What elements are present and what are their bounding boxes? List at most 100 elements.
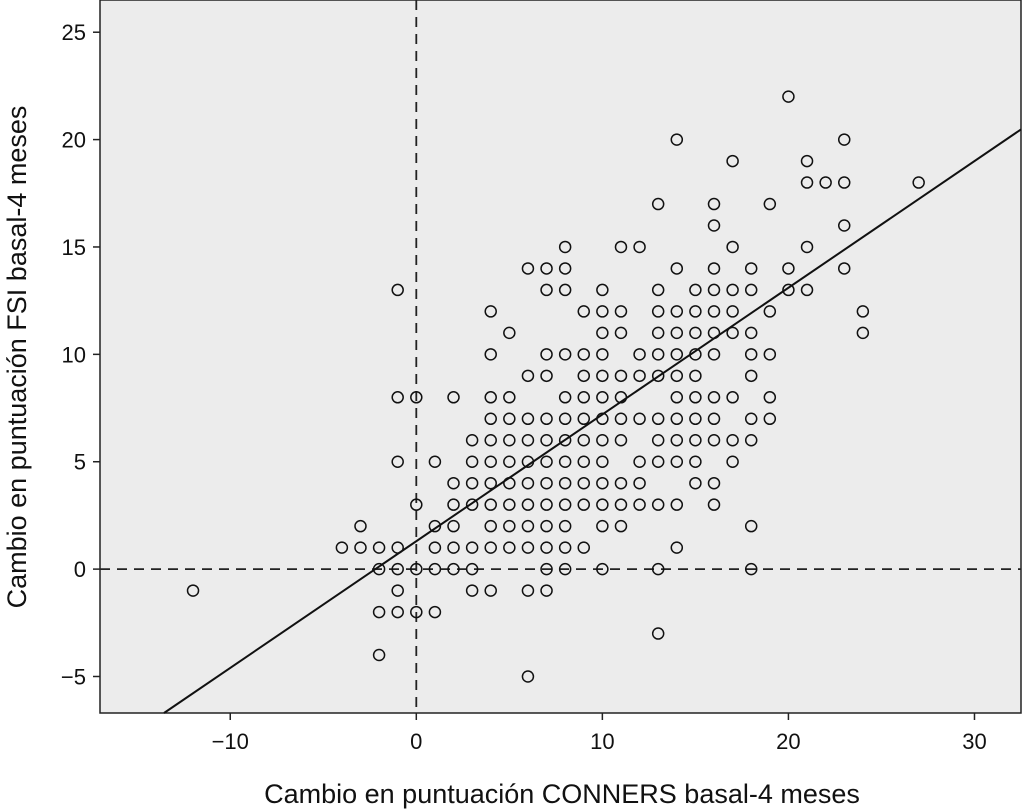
data-point xyxy=(465,498,479,511)
data-point xyxy=(372,605,386,619)
data-point xyxy=(521,670,535,683)
data-point xyxy=(540,283,553,297)
data-point xyxy=(465,584,479,597)
data-point xyxy=(186,584,200,597)
data-point xyxy=(540,498,553,511)
data-point xyxy=(391,541,404,554)
data-point xyxy=(447,476,460,490)
data-point xyxy=(503,476,516,490)
data-point xyxy=(577,391,591,404)
data-point xyxy=(391,391,404,404)
x-tick-label: 10 xyxy=(590,729,614,754)
data-point xyxy=(782,262,795,275)
data-point xyxy=(410,391,423,404)
data-point xyxy=(372,562,386,576)
data-point xyxy=(670,412,684,426)
data-point xyxy=(707,476,721,490)
data-point xyxy=(596,369,609,383)
data-point xyxy=(744,283,758,297)
data-point xyxy=(540,562,553,576)
data-points xyxy=(186,90,925,683)
data-point xyxy=(465,476,479,490)
data-point xyxy=(670,348,684,361)
data-point xyxy=(596,434,609,447)
data-point xyxy=(744,369,758,383)
data-point xyxy=(633,498,646,511)
data-point xyxy=(596,519,609,533)
data-point xyxy=(744,434,758,447)
data-point xyxy=(354,541,367,554)
data-point xyxy=(670,391,684,404)
data-point xyxy=(391,584,404,597)
data-point xyxy=(558,391,572,404)
data-point xyxy=(689,412,702,426)
data-point xyxy=(670,133,684,146)
data-point xyxy=(651,562,665,576)
data-point xyxy=(800,283,814,297)
data-point xyxy=(856,305,870,318)
x-axis: −10 0 10 20 30 xyxy=(212,713,987,754)
data-point xyxy=(763,348,777,361)
data-point xyxy=(651,348,665,361)
data-point xyxy=(465,434,479,447)
data-point xyxy=(670,262,684,275)
data-point xyxy=(651,455,665,468)
data-point xyxy=(484,455,497,468)
data-point xyxy=(670,498,684,511)
data-point xyxy=(707,262,721,275)
data-point xyxy=(856,326,870,340)
data-point xyxy=(614,326,628,340)
x-tick-label: −10 xyxy=(212,729,249,754)
y-tick-label: 10 xyxy=(62,342,86,367)
data-point xyxy=(410,605,423,619)
data-point xyxy=(837,262,851,275)
data-point xyxy=(484,412,497,426)
data-point xyxy=(484,391,497,404)
data-point xyxy=(558,455,572,468)
data-point xyxy=(335,541,349,554)
data-point xyxy=(521,476,535,490)
data-point xyxy=(596,455,609,468)
data-point xyxy=(521,519,535,533)
data-point xyxy=(726,455,739,468)
data-point xyxy=(465,455,479,468)
data-point xyxy=(614,305,628,318)
data-point xyxy=(633,476,646,490)
data-point xyxy=(707,219,721,232)
data-point xyxy=(744,326,758,340)
data-point xyxy=(521,369,535,383)
reference-lines xyxy=(100,0,1021,713)
data-point xyxy=(558,434,572,447)
data-point xyxy=(651,627,665,640)
data-point xyxy=(596,391,609,404)
data-point xyxy=(596,348,609,361)
data-point xyxy=(707,305,721,318)
data-point xyxy=(651,305,665,318)
data-point xyxy=(726,326,739,340)
data-point xyxy=(503,326,516,340)
data-point xyxy=(540,455,553,468)
data-point xyxy=(614,391,628,404)
data-point xyxy=(689,434,702,447)
x-tick-label: 30 xyxy=(962,729,986,754)
data-point xyxy=(503,498,516,511)
data-point xyxy=(633,412,646,426)
y-tick-label: 5 xyxy=(74,450,86,475)
data-point xyxy=(521,262,535,275)
data-point xyxy=(391,605,404,619)
data-point xyxy=(503,519,516,533)
data-point xyxy=(540,584,553,597)
data-point xyxy=(447,498,460,511)
data-point xyxy=(651,197,665,211)
data-point xyxy=(540,519,553,533)
y-tick-label: 0 xyxy=(74,557,86,582)
data-point xyxy=(689,326,702,340)
data-point xyxy=(800,154,814,168)
data-point xyxy=(521,584,535,597)
data-point xyxy=(540,262,553,275)
data-point xyxy=(633,455,646,468)
data-point xyxy=(596,326,609,340)
data-point xyxy=(372,541,386,554)
data-point xyxy=(484,305,497,318)
data-point xyxy=(670,541,684,554)
